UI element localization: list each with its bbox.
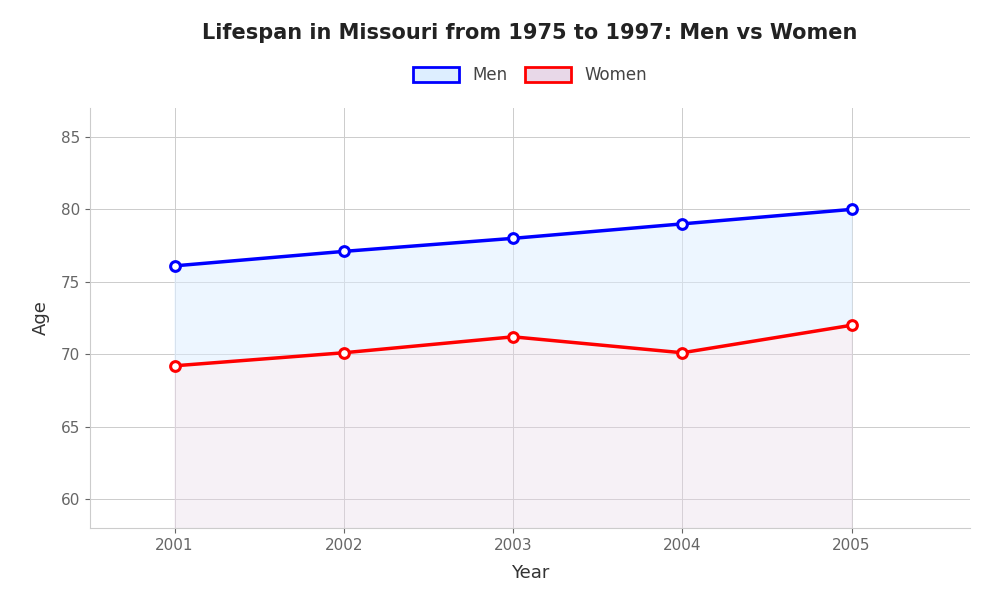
Legend: Men, Women: Men, Women	[413, 66, 647, 84]
Title: Lifespan in Missouri from 1975 to 1997: Men vs Women: Lifespan in Missouri from 1975 to 1997: …	[202, 23, 858, 43]
Y-axis label: Age: Age	[32, 301, 50, 335]
X-axis label: Year: Year	[511, 564, 549, 582]
